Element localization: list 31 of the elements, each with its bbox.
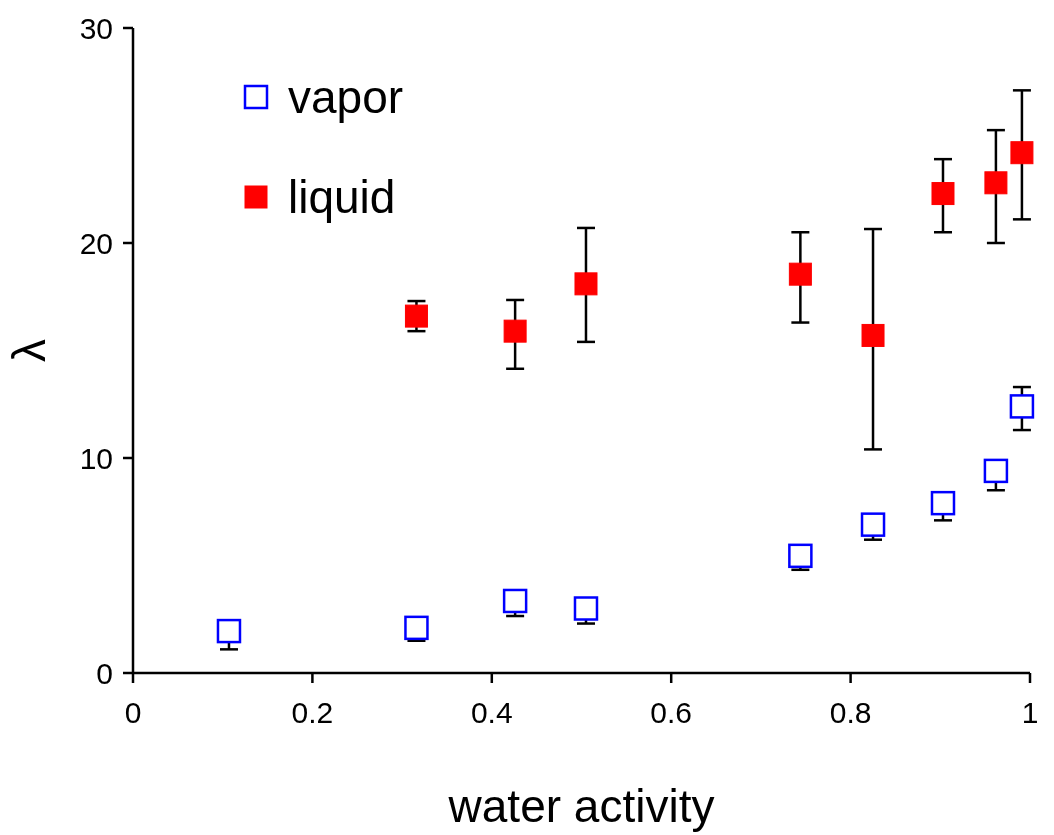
point xyxy=(573,596,599,621)
x-tick-label: 0.6 xyxy=(650,696,693,729)
x-tick-label: 1 xyxy=(1021,696,1039,729)
y-tick-label: 10 xyxy=(79,441,113,475)
point xyxy=(216,618,242,644)
point xyxy=(931,182,955,206)
y-axis-title: λ xyxy=(3,339,55,362)
point xyxy=(574,272,598,296)
point xyxy=(788,543,813,569)
y-tick-label: 0 xyxy=(96,656,113,690)
point xyxy=(983,458,1009,484)
legend-label: vapor xyxy=(288,71,404,124)
point xyxy=(788,262,812,286)
point xyxy=(984,171,1008,195)
point xyxy=(861,323,885,347)
y-tick-label: 30 xyxy=(79,11,113,45)
point xyxy=(502,588,528,614)
legend-label: liquid xyxy=(288,171,396,224)
x-tick-label: 0 xyxy=(124,696,142,729)
point xyxy=(860,512,886,537)
x-axis-title: water activity xyxy=(447,780,715,832)
point xyxy=(1010,141,1034,165)
point xyxy=(404,304,428,328)
point xyxy=(503,319,527,343)
x-tick-label: 0.8 xyxy=(829,696,872,729)
x-tick-label: 0.4 xyxy=(470,696,513,729)
point xyxy=(404,615,429,641)
point xyxy=(930,490,956,516)
y-tick-label: 20 xyxy=(79,226,113,260)
point xyxy=(1009,394,1035,419)
x-tick-label: 0.2 xyxy=(291,696,334,729)
